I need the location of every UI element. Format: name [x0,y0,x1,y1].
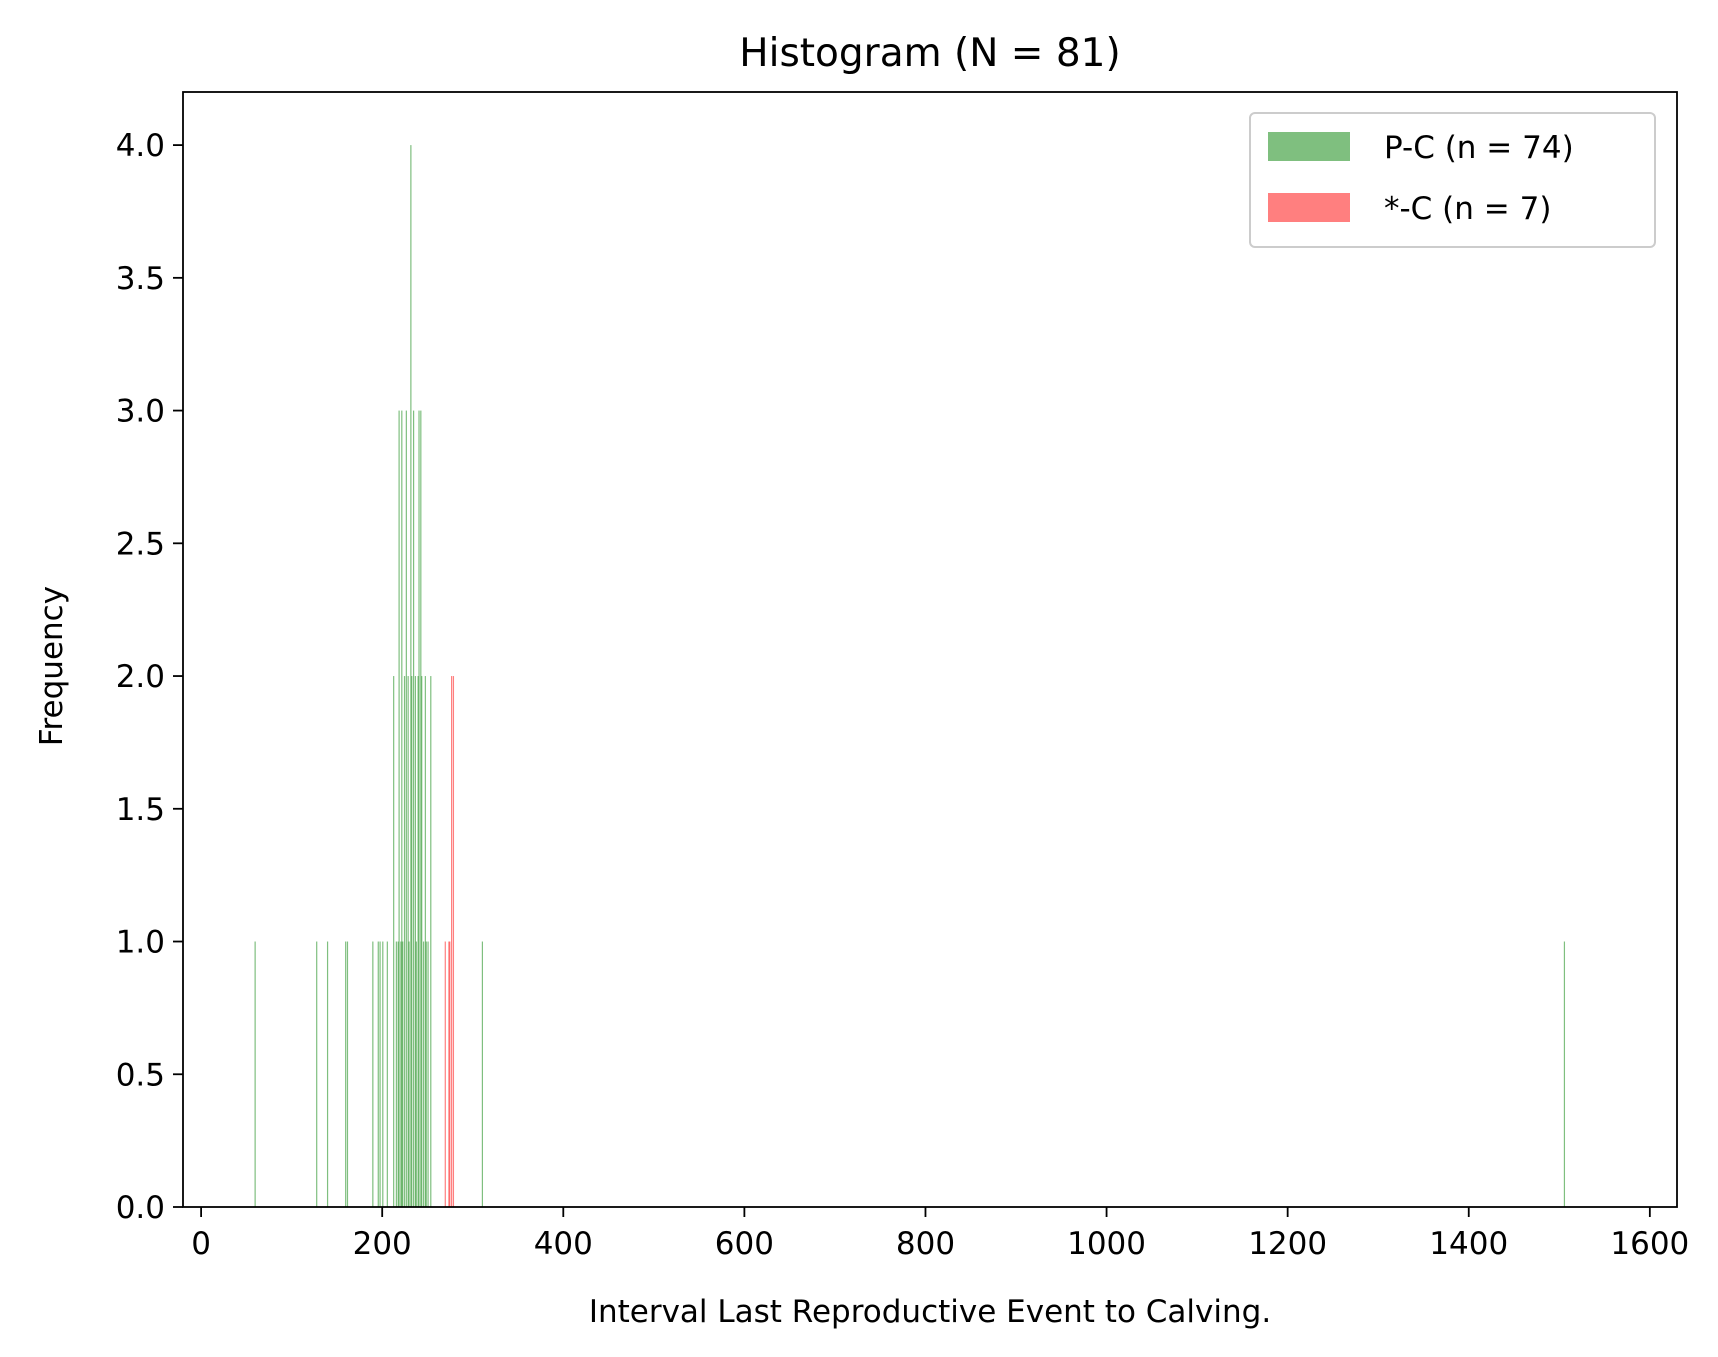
bar-series-0-19 [407,676,409,1207]
bar-series-0-28 [420,410,422,1207]
bar-series-0-23 [412,410,415,1207]
x-axis-ticks: 0 200 400 600 800 1000 1200 1400 1600 [191,1207,1689,1262]
bar-series-0-26 [417,676,419,1207]
y-tick-label: 2.5 [116,526,165,562]
y-tick-label: 0.5 [116,1057,165,1093]
bar-series-0-22 [411,676,413,1207]
chart-title: Histogram (N = 81) [739,31,1120,76]
bar-series-0-12 [397,941,399,1207]
bar-series-0-14 [400,941,402,1207]
bar-series-0-33 [427,941,429,1207]
bar-series-0-25 [415,941,417,1207]
bar-series-1-3 [451,676,453,1207]
bar-series-0-13 [398,410,400,1207]
x-tick-label: 600 [715,1226,774,1262]
legend-swatch-pc [1268,132,1350,161]
legend-label-pc: P-C (n = 74) [1384,130,1574,166]
bar-series-1-1 [448,941,450,1207]
bar-series-0-6 [377,941,379,1207]
y-tick-label: 4.0 [116,128,165,164]
bar-series-0-20 [408,941,410,1207]
bar-series-0-3 [345,941,347,1207]
y-tick-label: 1.5 [116,792,165,828]
bar-series-0-29 [421,676,423,1207]
bar-series-0-16 [402,941,404,1207]
x-tick-label: 0 [191,1226,211,1262]
bar-series-0-5 [372,941,374,1207]
y-axis-ticks: 0.0 0.5 1.0 1.5 2.0 2.5 3.0 3.5 4.0 [116,128,183,1226]
y-tick-label: 3.0 [116,394,165,430]
x-axis-label: Interval Last Reproductive Event to Calv… [589,1294,1271,1330]
bar-series-0-24 [414,676,416,1207]
legend-label-other: *-C (n = 7) [1384,191,1551,227]
bar-series-0-27 [418,410,420,1207]
x-tick-label: 800 [896,1226,955,1262]
legend-swatch-other [1268,193,1350,222]
bar-series-0-11 [395,941,397,1207]
legend: P-C (n = 74) *-C (n = 7) [1249,112,1656,248]
x-tick-label: 1000 [1067,1226,1146,1262]
bar-series-0-2 [326,941,329,1207]
y-tick-label: 1.0 [116,925,165,961]
bar-series-0-9 [386,941,388,1207]
x-tick-label: 1400 [1429,1226,1508,1262]
bar-series-0-7 [379,941,381,1207]
bar-series-0-32 [425,941,427,1207]
bar-series-0-0 [254,941,256,1207]
x-tick-label: 200 [353,1226,412,1262]
bar-series-0-4 [346,941,349,1207]
plot-background [183,92,1677,1207]
bar-series-0-1 [316,941,318,1207]
x-tick-label: 1200 [1248,1226,1327,1262]
y-axis-label: Frequency [34,586,70,746]
series-0 [254,145,1566,1208]
legend-frame [1249,112,1656,248]
bar-series-0-21 [410,145,412,1208]
plot-frame [182,91,1678,1208]
bar-series-0-31 [424,676,426,1207]
bar-series-1-2 [449,941,451,1207]
bars-layer [254,145,1566,1208]
bar-series-0-18 [405,410,407,1207]
x-tick-label: 1600 [1610,1226,1689,1262]
y-tick-label: 3.5 [116,261,165,297]
bar-series-0-34 [430,676,432,1207]
bar-series-0-15 [401,410,403,1207]
x-tick-label: 400 [534,1226,593,1262]
bar-series-0-10 [393,676,395,1207]
series-1 [444,676,455,1207]
bar-series-0-36 [1563,941,1566,1207]
bar-series-0-35 [481,941,483,1207]
bar-series-0-17 [403,676,406,1207]
y-tick-label: 0.0 [116,1190,165,1226]
bar-series-0-30 [422,941,425,1207]
bar-series-1-4 [452,676,455,1207]
y-tick-label: 2.0 [116,659,165,695]
bar-series-0-8 [382,941,384,1207]
bar-series-1-0 [444,941,446,1207]
